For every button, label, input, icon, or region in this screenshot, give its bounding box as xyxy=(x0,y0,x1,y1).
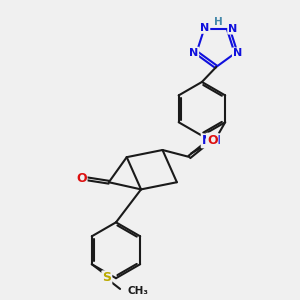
Text: H: H xyxy=(214,17,223,27)
Text: CH₃: CH₃ xyxy=(127,286,148,296)
Text: N: N xyxy=(233,48,242,58)
Text: N: N xyxy=(228,24,237,34)
Text: N: N xyxy=(189,48,198,58)
Text: N: N xyxy=(200,23,209,33)
Text: S: S xyxy=(102,271,111,284)
Text: O: O xyxy=(207,134,217,147)
Text: NH: NH xyxy=(202,134,221,147)
Text: O: O xyxy=(76,172,87,185)
